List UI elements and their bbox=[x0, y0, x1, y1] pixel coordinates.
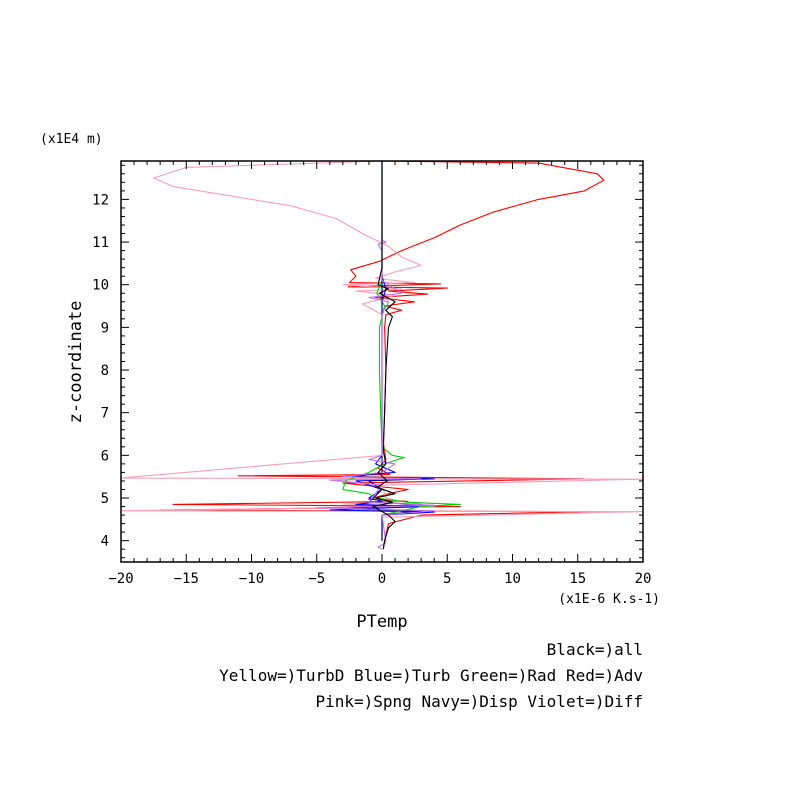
series-line-red bbox=[159, 160, 605, 550]
y-tick-label: 7 bbox=[101, 406, 109, 422]
x-tick-label: −10 bbox=[239, 571, 264, 587]
y-units-label: (x1E4 m) bbox=[40, 132, 103, 147]
x-tick-label: 15 bbox=[569, 571, 586, 587]
x-tick-label: 20 bbox=[635, 571, 652, 587]
y-tick-label: 12 bbox=[92, 192, 109, 208]
legend-line-2: Yellow=)TurbD Blue=)Turb Green=)Rad Red=… bbox=[219, 666, 643, 685]
x-tick-label: 10 bbox=[504, 571, 521, 587]
x-tick-label: −15 bbox=[174, 571, 199, 587]
series-line-violet bbox=[316, 161, 435, 550]
x-axis-title: PTemp bbox=[356, 612, 407, 632]
x-tick-label: −20 bbox=[108, 571, 133, 587]
y-tick-label: 4 bbox=[101, 534, 109, 550]
y-tick-label: 8 bbox=[101, 363, 109, 379]
y-tick-label: 5 bbox=[101, 491, 109, 507]
tick-layer: −20 −15 −10 −5 0 5 10 15 20 4 5 6 7 8 9 10 11 12 bbox=[92, 161, 651, 587]
y-tick-label: 9 bbox=[101, 320, 109, 336]
x-tick-label: −5 bbox=[308, 571, 325, 587]
x-tick-label: 5 bbox=[443, 571, 451, 587]
y-tick-label: 6 bbox=[101, 448, 109, 464]
series-layer bbox=[120, 160, 644, 550]
y-tick-label: 11 bbox=[92, 235, 109, 251]
x-units-label: (x1E-6 K.s-1) bbox=[558, 592, 660, 607]
legend-line-1: Black=)all bbox=[547, 640, 643, 659]
y-axis-title: z-coordinate bbox=[66, 301, 86, 424]
x-tick-label: 0 bbox=[378, 571, 386, 587]
y-tick-label: 10 bbox=[92, 278, 109, 294]
legend-line-3: Pink=)Spng Navy=)Disp Violet=)Diff bbox=[315, 692, 643, 711]
series-line-black bbox=[372, 161, 396, 550]
